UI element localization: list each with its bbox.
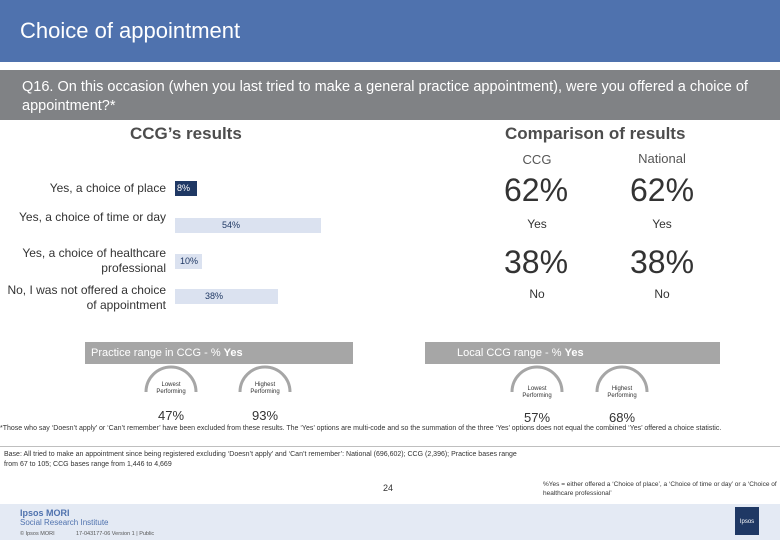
page-number: 24 [383, 483, 394, 493]
practice-lowest-label: Lowest Performing [156, 382, 186, 395]
bar-not-offered [175, 289, 278, 304]
footnote-asterisk: *Those who say ‘Doesn’t apply’ or ‘Can’t… [0, 425, 722, 432]
local-lowest-label: Lowest Performing [522, 386, 552, 399]
range-circles [144, 365, 649, 393]
comparison-col-national: National [638, 151, 686, 166]
bar-choice-of-professional [175, 254, 202, 269]
local-range-banner-text: Local CCG range - % [457, 347, 565, 359]
local-lowest-arc [510, 365, 564, 393]
footnote-base: Base: All tried to make an appointment s… [4, 451, 517, 468]
comparison-yes-label-national: Yes [652, 217, 672, 231]
ccg-results-title: CCG’s results [130, 124, 242, 143]
bar-choice-of-time [175, 218, 321, 233]
title-bar [0, 0, 780, 62]
practice-range-banner: Practice range in CCG - % Yes [85, 342, 353, 364]
practice-lowest-value: 47% [157, 408, 185, 423]
ipsos-logo-icon: Ipsos [735, 507, 759, 535]
practice-range-banner-bold: Yes [223, 347, 243, 359]
question-text: Q16. On this occasion (when you last tri… [22, 79, 748, 114]
footer-copyright: © Ipsos MORI [20, 531, 55, 537]
comparison-no-label-national: No [654, 287, 670, 301]
comparison-no-national: 38% [629, 244, 695, 280]
footer-logo-line1: Ipsos MORI [20, 508, 70, 518]
comparison-yes-national: 62% [629, 172, 695, 208]
bar-label-not-offered: No, I was not offered a choice of appoin… [7, 283, 166, 312]
bar-label-choice-of-professional: Yes, a choice of healthcare professional [22, 246, 166, 275]
local-lowest-value: 57% [523, 410, 551, 425]
question-box [0, 70, 780, 120]
comparison-title: Comparison of results [505, 124, 686, 143]
comparison-yes-label-ccg: Yes [527, 217, 547, 231]
page-title: Choice of appointment [20, 18, 241, 43]
bar-value-not-offered: 38% [205, 291, 224, 301]
practice-range-banner-text: Practice range in CCG - % [91, 347, 224, 359]
practice-lowest-arc [144, 365, 198, 393]
local-highest-value: 68% [608, 410, 636, 425]
footnote-yes-definition: %Yes = either offered a ‘Choice of place… [543, 481, 777, 497]
practice-highest-arc [238, 365, 292, 393]
comparison-col-ccg: CCG [522, 152, 552, 167]
footnote-divider [0, 446, 780, 447]
footer-bar [0, 504, 780, 540]
bar-value-choice-of-place: 8% [177, 183, 191, 193]
local-range-banner: Local CCG range - % Yes [425, 342, 720, 364]
local-range-banner-bold: Yes [564, 347, 584, 359]
footer-job-ref: 17-043177-06 Version 1 | Public [76, 531, 155, 537]
comparison-yes-ccg: 62% [503, 172, 569, 208]
local-highest-label: Highest Performing [607, 386, 637, 399]
comparison-no-label-ccg: No [529, 287, 545, 301]
comparison-no-ccg: 38% [503, 244, 569, 280]
bar-label-choice-of-place: Yes, a choice of place [49, 181, 166, 195]
bar-value-choice-of-time: 54% [222, 220, 241, 230]
local-highest-arc [595, 365, 649, 393]
bar-label-choice-of-time: Yes, a choice of time or day [19, 210, 166, 224]
footer-logo-line2: Social Research Institute [20, 518, 109, 527]
practice-highest-value: 93% [251, 408, 279, 423]
bar-value-choice-of-professional: 10% [180, 256, 199, 266]
bar-choice-of-place [175, 181, 197, 196]
practice-highest-label: Highest Performing [250, 382, 280, 395]
